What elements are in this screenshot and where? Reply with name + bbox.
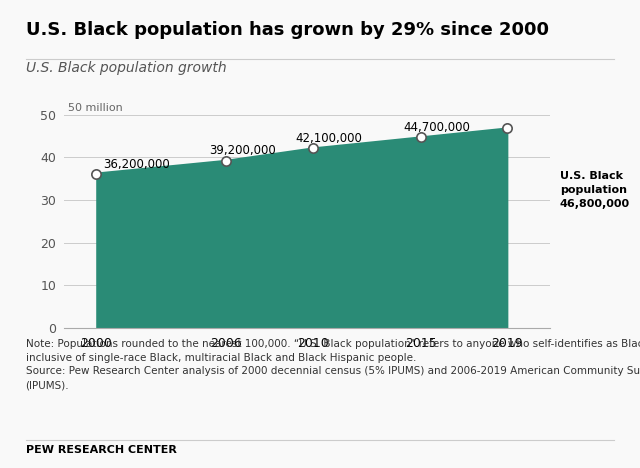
Text: U.S. Black population has grown by 29% since 2000: U.S. Black population has grown by 29% s…: [26, 21, 548, 39]
Point: [307, 145, 317, 152]
Text: U.S. Black population growth: U.S. Black population growth: [26, 61, 226, 75]
Text: PEW RESEARCH CENTER: PEW RESEARCH CENTER: [26, 445, 177, 454]
Point: [92, 170, 102, 177]
Point: [415, 134, 426, 141]
Text: 50 million: 50 million: [68, 103, 123, 113]
Text: 39,200,000: 39,200,000: [209, 145, 276, 157]
Text: Note: Populations rounded to the nearest 100,000. “U.S. Black population” refers: Note: Populations rounded to the nearest…: [26, 339, 640, 390]
Text: 44,700,000: 44,700,000: [403, 121, 470, 134]
Text: 36,200,000: 36,200,000: [103, 158, 170, 171]
Point: [502, 125, 512, 132]
Text: 42,100,000: 42,100,000: [295, 132, 362, 145]
Text: U.S. Black
population
46,800,000: U.S. Black population 46,800,000: [560, 170, 630, 209]
Point: [221, 157, 231, 165]
